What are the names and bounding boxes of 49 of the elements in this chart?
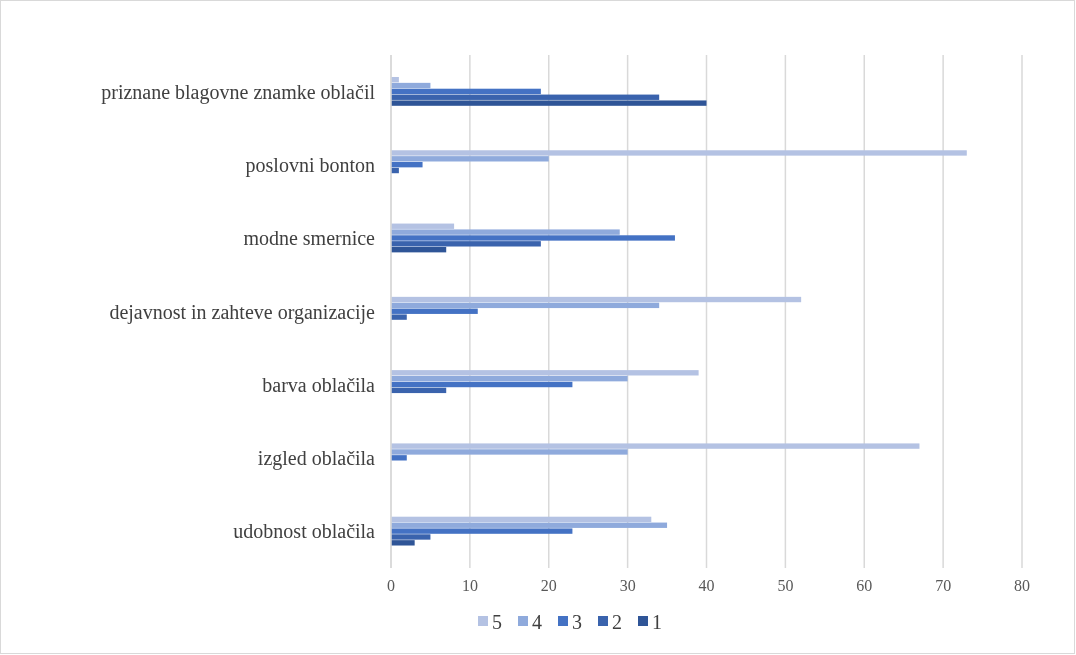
bar	[391, 235, 675, 241]
bar	[391, 162, 423, 168]
y-tick-label: dejavnost in zahteve organizacije	[109, 300, 376, 324]
x-tick-label: 80	[1014, 577, 1030, 594]
bar	[391, 443, 920, 449]
x-tick-label: 50	[777, 577, 794, 594]
x-tick-label: 20	[540, 577, 557, 594]
y-tick-label: barva oblačila	[262, 373, 376, 396]
bar	[391, 449, 628, 455]
x-tick-label: 0	[387, 577, 395, 594]
bar	[391, 455, 407, 461]
bar	[391, 223, 455, 229]
bar	[391, 528, 573, 534]
bar	[391, 370, 699, 376]
y-tick-label: izgled oblačila	[257, 447, 376, 471]
bar	[391, 88, 541, 95]
bar	[391, 308, 478, 314]
bar	[391, 522, 668, 528]
bar	[391, 540, 415, 546]
bar	[391, 314, 407, 320]
y-tick-label: udobnost oblačila	[233, 520, 376, 543]
y-tick-label: priznane blagovne znamke oblačil	[101, 80, 376, 104]
bar	[391, 229, 620, 235]
bar	[391, 375, 628, 382]
legend-label: 4	[532, 611, 542, 633]
bar	[391, 94, 660, 100]
x-tick-label: 30	[619, 577, 636, 594]
x-tick-label: 60	[856, 577, 873, 594]
x-tick-label: 10	[461, 577, 478, 594]
bar	[391, 387, 447, 394]
x-tick-label: 40	[698, 577, 715, 594]
bar	[391, 241, 541, 247]
bar	[391, 150, 967, 156]
x-tick-label: 70	[935, 577, 952, 594]
bar	[391, 534, 431, 540]
bar	[391, 100, 707, 106]
y-tick-label: modne smernice	[243, 227, 376, 250]
bar	[391, 302, 660, 309]
y-tick-label: poslovni bonton	[245, 153, 375, 177]
legend-label: 3	[572, 611, 582, 633]
bar	[391, 516, 652, 523]
bar	[391, 247, 447, 253]
legend-label: 1	[652, 611, 662, 633]
legend-label: 2	[612, 611, 622, 633]
bar	[391, 156, 549, 162]
bar	[391, 296, 802, 303]
bar	[391, 82, 431, 89]
bar	[391, 381, 573, 388]
legend-label: 5	[492, 611, 502, 633]
